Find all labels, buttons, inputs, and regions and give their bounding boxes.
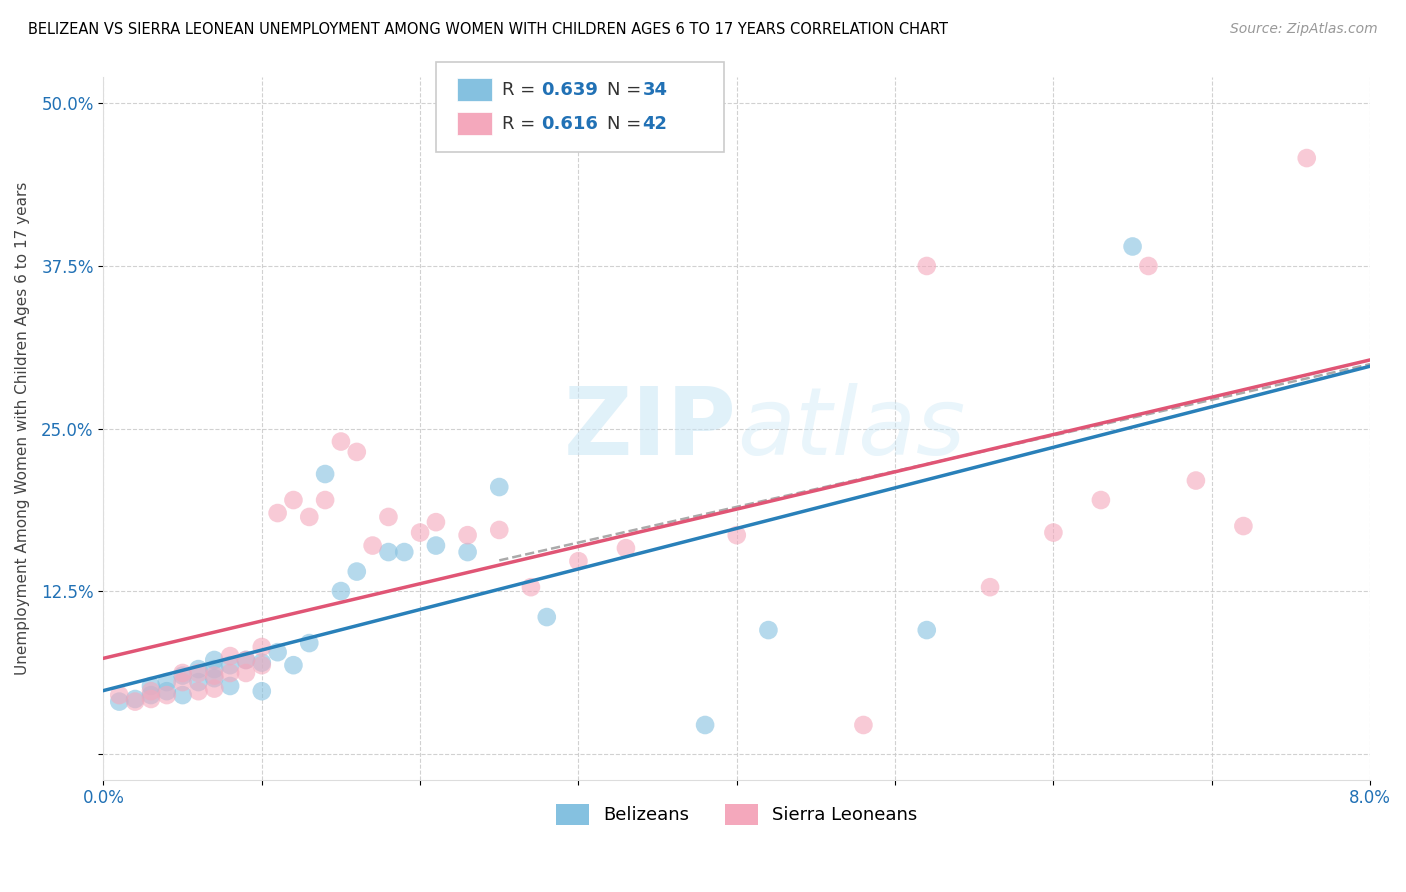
Y-axis label: Unemployment Among Women with Children Ages 6 to 17 years: Unemployment Among Women with Children A… — [15, 182, 30, 675]
Point — [536, 610, 558, 624]
Legend: Belizeans, Sierra Leoneans: Belizeans, Sierra Leoneans — [547, 795, 927, 834]
Point — [346, 445, 368, 459]
Point — [425, 539, 447, 553]
Text: 42: 42 — [643, 115, 668, 133]
Point — [693, 718, 716, 732]
Point — [1295, 151, 1317, 165]
Point — [124, 692, 146, 706]
Point — [567, 554, 589, 568]
Point — [314, 467, 336, 481]
Point — [202, 653, 225, 667]
Point — [520, 580, 543, 594]
Point — [187, 684, 209, 698]
Point — [377, 545, 399, 559]
Point — [219, 658, 242, 673]
Point — [219, 665, 242, 680]
Point — [1090, 493, 1112, 508]
Point — [915, 259, 938, 273]
Text: R =: R = — [502, 81, 541, 99]
Point — [298, 510, 321, 524]
Point — [266, 506, 288, 520]
Point — [457, 545, 479, 559]
Point — [457, 528, 479, 542]
Text: BELIZEAN VS SIERRA LEONEAN UNEMPLOYMENT AMONG WOMEN WITH CHILDREN AGES 6 TO 17 Y: BELIZEAN VS SIERRA LEONEAN UNEMPLOYMENT … — [28, 22, 948, 37]
Point — [139, 684, 162, 698]
Text: R =: R = — [502, 115, 541, 133]
Point — [488, 480, 510, 494]
Point — [1185, 474, 1208, 488]
Point — [1137, 259, 1160, 273]
Point — [614, 541, 637, 556]
Point — [187, 662, 209, 676]
Point — [202, 662, 225, 676]
Text: 0.639: 0.639 — [541, 81, 598, 99]
Point — [156, 675, 179, 690]
Point — [1232, 519, 1254, 533]
Point — [235, 653, 257, 667]
Point — [361, 539, 384, 553]
Point — [219, 649, 242, 664]
Point — [202, 681, 225, 696]
Point — [172, 675, 194, 690]
Text: 0.616: 0.616 — [541, 115, 598, 133]
Point — [298, 636, 321, 650]
Point — [172, 665, 194, 680]
Point — [250, 684, 273, 698]
Point — [266, 645, 288, 659]
Point — [852, 718, 875, 732]
Point — [377, 510, 399, 524]
Point — [915, 623, 938, 637]
Text: ZIP: ZIP — [564, 383, 737, 475]
Point — [1042, 525, 1064, 540]
Point — [235, 665, 257, 680]
Point — [172, 688, 194, 702]
Point — [124, 695, 146, 709]
Point — [187, 665, 209, 680]
Point — [219, 679, 242, 693]
Point — [250, 658, 273, 673]
Text: Source: ZipAtlas.com: Source: ZipAtlas.com — [1230, 22, 1378, 37]
Point — [172, 668, 194, 682]
Point — [329, 584, 352, 599]
Point — [425, 515, 447, 529]
Point — [139, 688, 162, 702]
Point — [409, 525, 432, 540]
Point — [139, 692, 162, 706]
Point — [250, 640, 273, 654]
Text: 34: 34 — [643, 81, 668, 99]
Point — [235, 653, 257, 667]
Point — [283, 493, 305, 508]
Point — [346, 565, 368, 579]
Point — [725, 528, 748, 542]
Point — [108, 688, 131, 702]
Point — [488, 523, 510, 537]
Point — [283, 658, 305, 673]
Point — [250, 656, 273, 670]
Point — [156, 684, 179, 698]
Text: N =: N = — [607, 115, 647, 133]
Point — [139, 679, 162, 693]
Text: atlas: atlas — [737, 383, 965, 474]
Point — [156, 688, 179, 702]
Point — [1122, 239, 1144, 253]
Point — [187, 675, 209, 690]
Point — [108, 695, 131, 709]
Point — [314, 493, 336, 508]
Point — [979, 580, 1001, 594]
Text: N =: N = — [607, 81, 647, 99]
Point — [202, 671, 225, 685]
Point — [202, 668, 225, 682]
Point — [329, 434, 352, 449]
Point — [394, 545, 416, 559]
Point — [758, 623, 780, 637]
